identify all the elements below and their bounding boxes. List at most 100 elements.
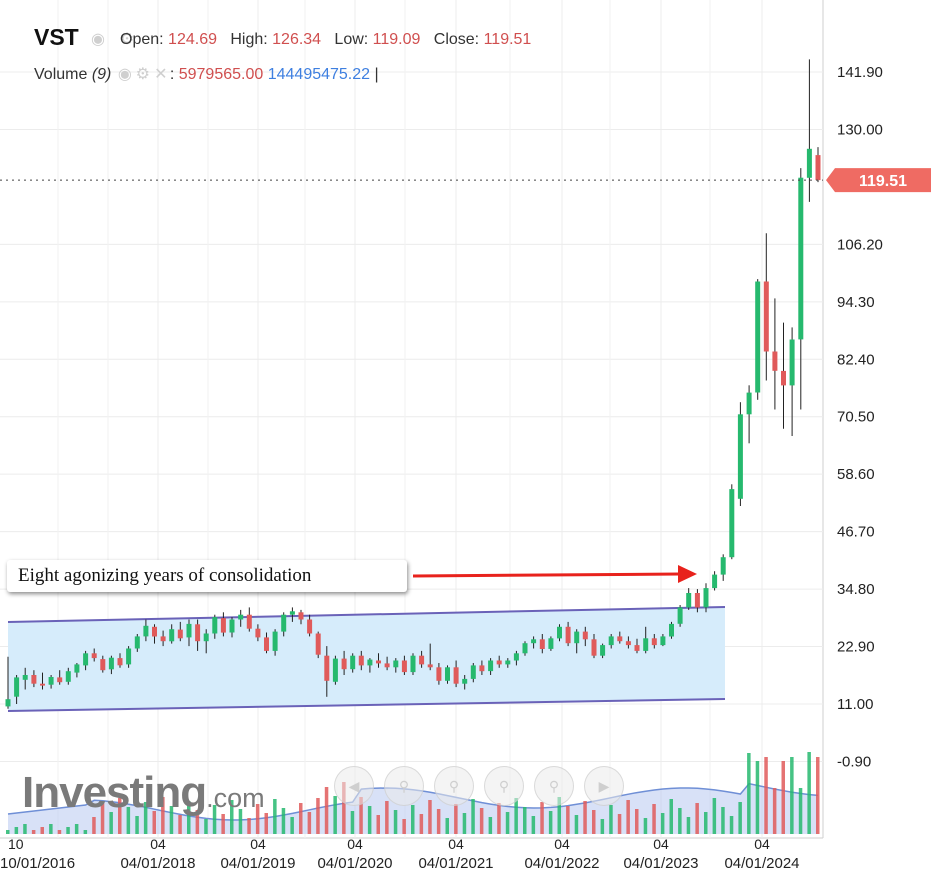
candle-body xyxy=(737,414,743,499)
volume-bar xyxy=(497,803,501,834)
volume-close-icon[interactable]: ✕ xyxy=(154,66,168,83)
candle-body xyxy=(720,557,726,575)
candle-body xyxy=(694,593,700,608)
volume-bar xyxy=(652,804,656,834)
volume-bar xyxy=(635,809,639,834)
watermark-main: Investing xyxy=(22,768,207,817)
eye-icon[interactable]: ◉ xyxy=(91,31,105,48)
volume-bar xyxy=(152,811,156,834)
volume-bar xyxy=(574,815,579,834)
volume-value-2: 144495475.22 xyxy=(267,66,371,83)
volume-bar xyxy=(342,782,346,834)
volume-bar xyxy=(221,814,225,834)
scroll-left-icon[interactable]: ◀ xyxy=(334,766,374,806)
investing-watermark: Investing.com xyxy=(22,768,265,818)
volume-bar xyxy=(359,797,363,834)
annotation-arrow-head xyxy=(678,565,697,583)
high-label: High: xyxy=(230,31,268,48)
x-tick-top: 04 xyxy=(347,836,363,852)
zoom-out-icon[interactable]: ⚲ xyxy=(384,766,424,806)
candle-body xyxy=(134,636,140,649)
x-tick-date: 04/01/2020 xyxy=(317,855,392,872)
candle-body xyxy=(40,683,45,686)
volume-bar xyxy=(548,811,553,834)
volume-bar xyxy=(411,805,415,834)
low-value: 119.09 xyxy=(372,31,421,48)
y-tick-label: 82.40 xyxy=(837,351,875,368)
volume-bar xyxy=(772,788,777,834)
last-price-tag xyxy=(826,168,931,193)
candle-body xyxy=(74,664,80,673)
volume-bar xyxy=(187,801,191,834)
candle-body xyxy=(14,677,20,697)
volume-bar xyxy=(143,802,148,834)
candle-body xyxy=(5,699,11,707)
fit-icon[interactable]: ⚲ xyxy=(534,766,574,806)
volume-bar xyxy=(790,757,794,834)
candle-body xyxy=(203,633,209,642)
volume-bar xyxy=(445,818,449,834)
candle-body xyxy=(600,645,606,656)
volume-bar xyxy=(738,802,742,834)
candle-body xyxy=(48,677,54,685)
volume-bar xyxy=(755,761,760,834)
volume-bar xyxy=(609,805,613,834)
candle-body xyxy=(755,281,761,393)
candle-body xyxy=(625,641,631,646)
volume-bar xyxy=(273,799,277,834)
candle-body xyxy=(195,624,201,642)
zoom-in-icon[interactable]: ⚲ xyxy=(484,766,524,806)
zoom-reset-icon[interactable]: ⚲ xyxy=(434,766,474,806)
candle-body xyxy=(281,614,287,632)
volume-bar xyxy=(505,812,510,834)
candle-body xyxy=(712,574,718,589)
gear-icon[interactable]: ⚙ xyxy=(119,31,135,48)
volume-bar xyxy=(57,830,62,834)
volume-bar xyxy=(462,813,467,834)
candle-body xyxy=(22,675,28,680)
consolidation-channel xyxy=(7,606,726,712)
candle-body xyxy=(729,489,735,558)
volume-bar xyxy=(247,818,251,834)
candle-body xyxy=(272,631,278,651)
symbol-title: VST xyxy=(34,24,79,50)
volume-bar xyxy=(100,803,105,834)
volume-bar xyxy=(212,805,217,834)
candle-body xyxy=(324,655,330,681)
x-tick-top: 04 xyxy=(150,836,166,852)
candle-body xyxy=(65,671,71,682)
volume-bar xyxy=(161,797,165,834)
candle-body xyxy=(798,177,804,340)
volume-bar xyxy=(592,810,596,834)
volume-bar xyxy=(712,798,717,834)
volume-bar xyxy=(118,798,122,834)
volume-bar xyxy=(816,757,820,834)
volume-bar xyxy=(540,802,544,834)
scroll-right-icon[interactable]: ▶ xyxy=(584,766,624,806)
candle-body xyxy=(608,636,614,646)
volume-bar xyxy=(729,816,734,834)
volume-bar xyxy=(721,807,725,834)
candle-body xyxy=(686,593,692,608)
volume-bar xyxy=(6,830,10,834)
volume-bar xyxy=(764,757,768,834)
candle-body xyxy=(539,639,545,649)
volume-bar xyxy=(376,815,380,834)
volume-bar xyxy=(678,808,682,834)
volume-bar xyxy=(74,824,79,834)
volume-bar xyxy=(126,807,131,834)
candle-body xyxy=(332,658,338,682)
y-axis: 141.90 130.00 106.20 94.30 82.40 70.50 58.60 46… xyxy=(837,64,883,770)
candle-body xyxy=(531,639,537,644)
candle-body xyxy=(470,665,476,679)
candle-body xyxy=(651,638,657,646)
volume-eye-icon[interactable]: ◉ xyxy=(117,66,132,83)
volume-bar xyxy=(704,812,708,834)
volume-gear-icon[interactable]: ⚙ xyxy=(135,66,151,83)
candle-body xyxy=(384,663,390,668)
x-tick-top: 04 xyxy=(250,836,266,852)
volume-bar xyxy=(169,806,174,834)
candle-body xyxy=(591,639,597,656)
